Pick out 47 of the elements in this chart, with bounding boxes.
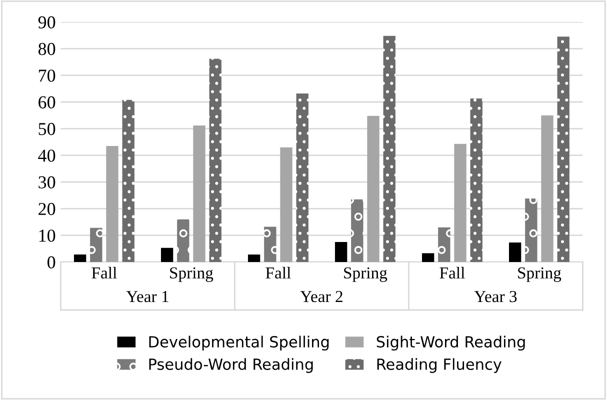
bar xyxy=(74,254,86,262)
y-tick-label: 20 xyxy=(38,202,56,216)
y-tick-label: 30 xyxy=(38,176,56,188)
legend-label: Reading Fluency xyxy=(377,358,502,373)
y-tick-label: 70 xyxy=(38,70,56,82)
bar xyxy=(557,36,570,262)
bar xyxy=(334,242,348,262)
legend-label: Pseudo-Word Reading xyxy=(149,358,313,373)
x-tick-label: Fall xyxy=(266,266,291,279)
x-tick-label: Fall xyxy=(92,266,117,279)
bar xyxy=(351,199,364,262)
bar xyxy=(383,36,396,262)
bar xyxy=(264,226,276,262)
x-tick-label: Spring xyxy=(518,267,562,282)
legend-label: Developmental Spelling xyxy=(149,336,329,351)
bar xyxy=(422,253,434,262)
bar xyxy=(454,144,466,262)
bar xyxy=(160,248,174,262)
text: Year 3 xyxy=(474,290,517,302)
x-tick-label: Fall xyxy=(440,266,465,279)
y-tick-label: 80 xyxy=(38,42,56,56)
y-tick-label: 50 xyxy=(38,122,56,136)
bar xyxy=(470,98,482,262)
bar xyxy=(508,242,522,262)
text: Year 1 xyxy=(126,291,168,302)
bar xyxy=(280,147,292,262)
bar xyxy=(209,58,222,262)
bar xyxy=(296,93,308,262)
text: Year 2 xyxy=(300,290,342,302)
y-tick-label: 60 xyxy=(38,96,56,108)
y-tick-label: 0 xyxy=(48,256,56,268)
bar xyxy=(90,228,102,262)
y-tick-label: 90 xyxy=(38,16,56,28)
bar xyxy=(193,125,206,262)
y-tick-label: 10 xyxy=(39,230,56,242)
bar xyxy=(541,115,554,262)
bar xyxy=(438,227,450,262)
x-tick-label: Spring xyxy=(170,267,214,282)
bar xyxy=(248,254,260,262)
bar xyxy=(106,146,118,262)
bar xyxy=(367,116,380,262)
x-tick-label: Spring xyxy=(344,267,388,282)
bar xyxy=(122,100,134,262)
bar xyxy=(177,219,190,262)
bar xyxy=(525,198,538,262)
y-tick-label: 40 xyxy=(38,150,56,162)
legend-label: Sight-Word Reading xyxy=(376,336,525,351)
